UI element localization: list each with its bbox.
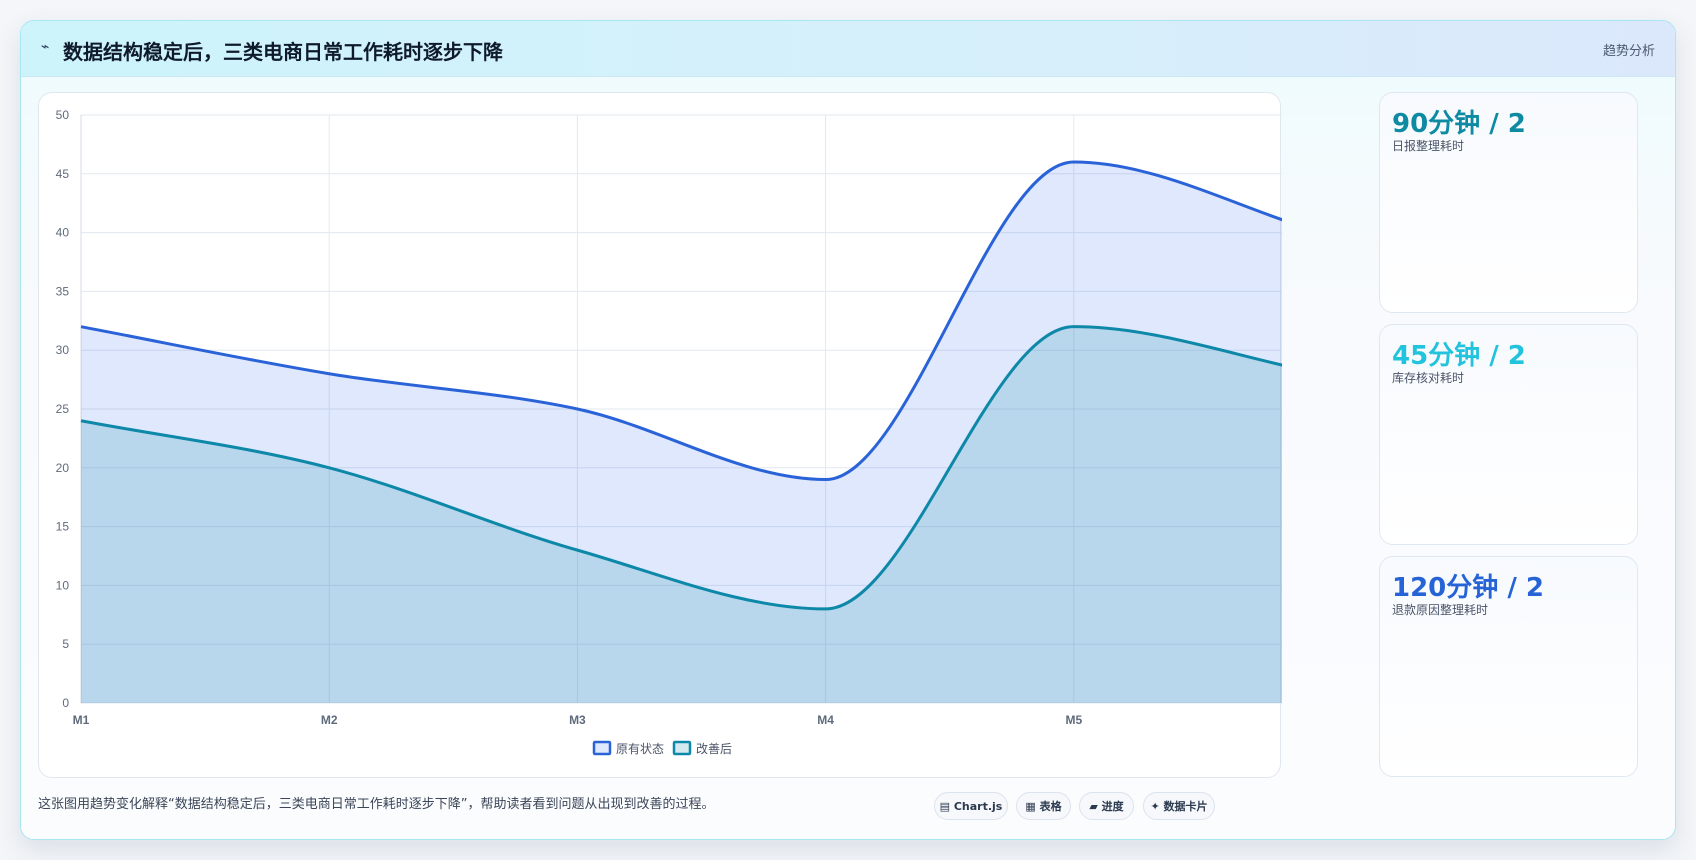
kpi-card-inventory-check: 45分钟 / 2 库存核对耗时 (1379, 324, 1638, 545)
card-header: ⌁ 数据结构稳定后，三类电商日常工作耗时逐步下降 趋势分析 (21, 21, 1675, 77)
y-tick-label: 0 (62, 696, 69, 710)
kpi-card-daily-report: 90分钟 / 2 日报整理耗时 (1379, 92, 1638, 313)
x-tick-label: M2 (321, 713, 338, 727)
chip-table[interactable]: ▦ 表格 (1016, 792, 1071, 820)
y-tick-label: 30 (56, 343, 70, 357)
y-tick-label: 10 (56, 578, 70, 592)
header-tag: 趋势分析 (1602, 44, 1655, 59)
chip-chartjs[interactable]: ▤ Chart.js (934, 792, 1008, 820)
y-tick-label: 35 (56, 284, 70, 298)
legend-label-1: 原有状态 (616, 742, 664, 756)
kpi-value: 45分钟 / 2 (1392, 341, 1526, 371)
legend-swatch-1 (592, 740, 612, 756)
trend-icon: ⌁ (41, 39, 50, 55)
series-line-1 (80, 160, 1282, 482)
y-tick-label: 45 (56, 167, 70, 181)
kpi-label: 库存核对耗时 (1392, 371, 1465, 385)
series-area-1 (81, 162, 1282, 703)
kpi-label: 日报整理耗时 (1392, 139, 1465, 153)
chip-data-card[interactable]: ✦ 数据卡片 (1143, 792, 1215, 820)
legend-label-2: 改善后 (696, 741, 732, 756)
chip-progress[interactable]: ▰ 进度 (1079, 792, 1134, 820)
kpi-value: 120分钟 / 2 (1392, 573, 1544, 603)
page-title: 数据结构稳定后，三类电商日常工作耗时逐步下降 (63, 40, 503, 64)
x-tick-label: M4 (817, 713, 834, 727)
area-chart: 05101520253035404550M1M2M3M4M5M6原有状态改善后 (56, 108, 1282, 756)
y-tick-label: 40 (56, 226, 70, 240)
y-tick-label: 25 (56, 402, 70, 416)
x-tick-label: M1 (73, 713, 90, 727)
kpi-card-refund-reason: 120分钟 / 2 退款原因整理耗时 (1379, 556, 1638, 777)
x-tick-label: M5 (1065, 713, 1082, 727)
chart-caption: 这张图用趋势变化解释“数据结构稳定后，三类电商日常工作耗时逐步下降”，帮助读者看… (38, 797, 715, 812)
series-line-2 (80, 325, 1282, 611)
series-area-2 (81, 326, 1282, 703)
x-tick-label: M3 (569, 713, 586, 727)
chart-panel: 05101520253035404550M1M2M3M4M5M6原有状态改善后 (38, 92, 1282, 778)
legend-swatch-2 (672, 740, 692, 756)
y-tick-label: 15 (56, 520, 70, 534)
kpi-value: 90分钟 / 2 (1392, 109, 1526, 139)
kpi-label: 退款原因整理耗时 (1392, 603, 1489, 617)
y-tick-label: 20 (56, 461, 70, 475)
y-tick-label: 50 (56, 108, 70, 122)
y-tick-label: 5 (62, 637, 69, 651)
